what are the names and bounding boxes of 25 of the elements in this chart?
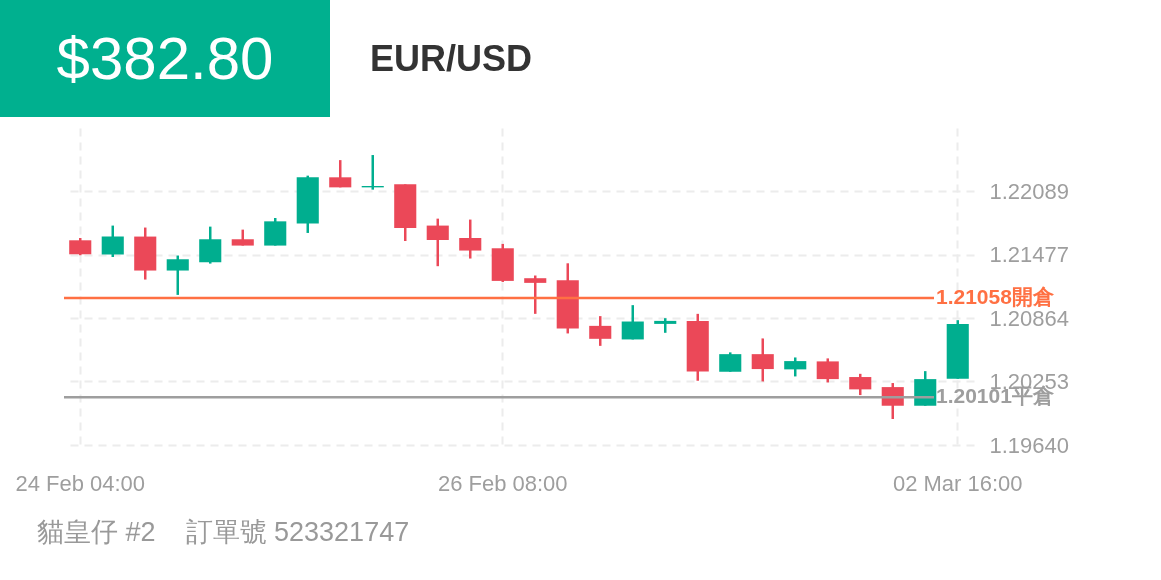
y-tick-label: 1.22089 — [989, 178, 1070, 204]
candlestick — [589, 314, 612, 348]
text: $382.80 — [0, 0, 330, 117]
y-tick-label: 1.19640 — [989, 432, 1070, 458]
candlestick — [784, 356, 807, 378]
candlestick — [751, 337, 774, 383]
x-tick-label: 26 Feb 08:00 — [437, 470, 568, 496]
candlestick — [621, 303, 644, 341]
candlestick — [166, 254, 189, 297]
candlestick — [816, 357, 839, 384]
chart-title: EUR/USD — [370, 38, 533, 80]
candlestick — [101, 224, 124, 259]
candlestick — [524, 274, 547, 316]
candlestick — [654, 316, 677, 335]
candlestick — [426, 217, 449, 268]
candlestick — [719, 351, 742, 374]
y-tick-label: 1.21477 — [989, 242, 1070, 268]
text: 貓皇仔 #2 訂單號 523321747 — [37, 516, 410, 549]
x-tick-label: 02 Mar 16:00 — [892, 470, 1023, 496]
candlestick — [849, 372, 872, 397]
candlestick — [329, 158, 352, 189]
candlestick — [199, 225, 222, 265]
candlestick — [459, 218, 482, 260]
x-tick-label: 24 Feb 04:00 — [15, 470, 146, 496]
candlestick — [881, 381, 904, 421]
